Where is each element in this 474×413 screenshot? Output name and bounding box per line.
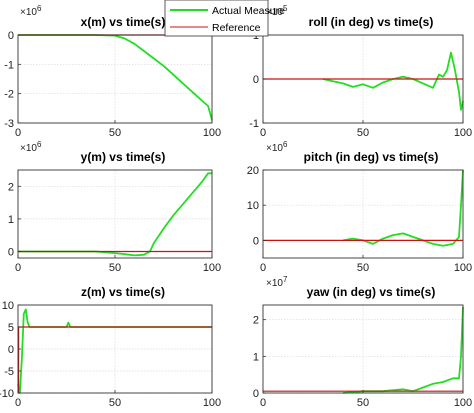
series-line-actual bbox=[18, 172, 212, 257]
x-tick-label: 100 bbox=[454, 397, 472, 409]
y-tick-label: 2 bbox=[8, 181, 14, 193]
axis-exponent-label: ×106 bbox=[266, 140, 288, 154]
y-tick-label: -2 bbox=[4, 89, 14, 101]
x-tick-label: 0 bbox=[260, 262, 266, 274]
y-tick-label: 0 bbox=[253, 388, 259, 400]
x-tick-label: 50 bbox=[109, 127, 121, 139]
x-tick-label: 50 bbox=[357, 397, 369, 409]
y-tick-label: 5 bbox=[8, 322, 14, 334]
y-tick-label: 10 bbox=[247, 200, 259, 212]
legend-label-actual: Actual Measure bbox=[212, 5, 285, 17]
x-tick-label: 100 bbox=[203, 127, 221, 139]
x-tick-label: 50 bbox=[357, 262, 369, 274]
series-line-actual bbox=[17, 308, 212, 394]
axis-exponent-label: ×107 bbox=[266, 275, 288, 289]
y-tick-label: -1 bbox=[4, 59, 14, 71]
y-tick-label: 0 bbox=[253, 74, 259, 86]
x-tick-label: 50 bbox=[357, 127, 369, 139]
x-tick-label: 0 bbox=[15, 127, 21, 139]
x-tick-label: 100 bbox=[203, 397, 221, 409]
subplot-title: x(m) vs time(s) bbox=[81, 15, 166, 29]
subplot-title: roll (in deg) vs time(s) bbox=[309, 15, 434, 29]
y-tick-label: -10 bbox=[0, 388, 14, 400]
subplot-title: pitch (in deg) vs time(s) bbox=[304, 150, 439, 164]
series-line-actual bbox=[342, 169, 464, 247]
x-tick-label: 0 bbox=[15, 397, 21, 409]
y-tick-label: 0 bbox=[8, 246, 14, 258]
x-tick-label: 0 bbox=[260, 397, 266, 409]
y-tick-label: -1 bbox=[249, 118, 259, 130]
subplot-3: 0 50 100 2 1 0 y(m) vs time(s) ×106 bbox=[8, 140, 221, 274]
axis-exponent-label: ×106 bbox=[20, 4, 42, 18]
series-line-actual bbox=[322, 51, 464, 111]
legend-box bbox=[164, 0, 269, 37]
subplot-6: 0 50 100 2 1 0 yaw (in deg) vs time(s) ×107 bbox=[253, 275, 472, 409]
y-tick-label: 0 bbox=[8, 344, 14, 356]
y-tick-label: 20 bbox=[247, 165, 259, 177]
y-tick-label: 1 bbox=[253, 351, 259, 363]
subplot-1: 0 50 100 0 -1 -2 -3 x(m) vs time(s) ×106 bbox=[4, 4, 221, 139]
y-tick-label: 2 bbox=[253, 315, 259, 327]
y-tick-label: 0 bbox=[253, 235, 259, 247]
x-tick-label: 0 bbox=[15, 262, 21, 274]
legend-label-reference: Reference bbox=[212, 22, 261, 34]
axis-exponent-label: ×106 bbox=[20, 140, 42, 154]
y-tick-label: -5 bbox=[4, 366, 14, 378]
y-tick-label: 1 bbox=[8, 214, 14, 226]
series-line-actual bbox=[18, 34, 213, 121]
subplot-title: z(m) vs time(s) bbox=[81, 285, 165, 299]
y-tick-label: -3 bbox=[4, 118, 14, 130]
x-tick-label: 100 bbox=[203, 262, 221, 274]
x-tick-label: 100 bbox=[454, 127, 472, 139]
y-tick-label: 0 bbox=[8, 30, 14, 42]
subplot-title: yaw (in deg) vs time(s) bbox=[307, 285, 436, 299]
legend: Actual Measure Reference bbox=[164, 0, 285, 37]
subplot-title: y(m) vs time(s) bbox=[81, 150, 166, 164]
x-tick-label: 50 bbox=[109, 397, 121, 409]
axis-exponent-label: ×105 bbox=[266, 4, 288, 18]
y-tick-label: 10 bbox=[2, 300, 14, 312]
x-tick-label: 100 bbox=[454, 262, 472, 274]
x-tick-label: 0 bbox=[260, 127, 266, 139]
x-tick-label: 50 bbox=[109, 262, 121, 274]
